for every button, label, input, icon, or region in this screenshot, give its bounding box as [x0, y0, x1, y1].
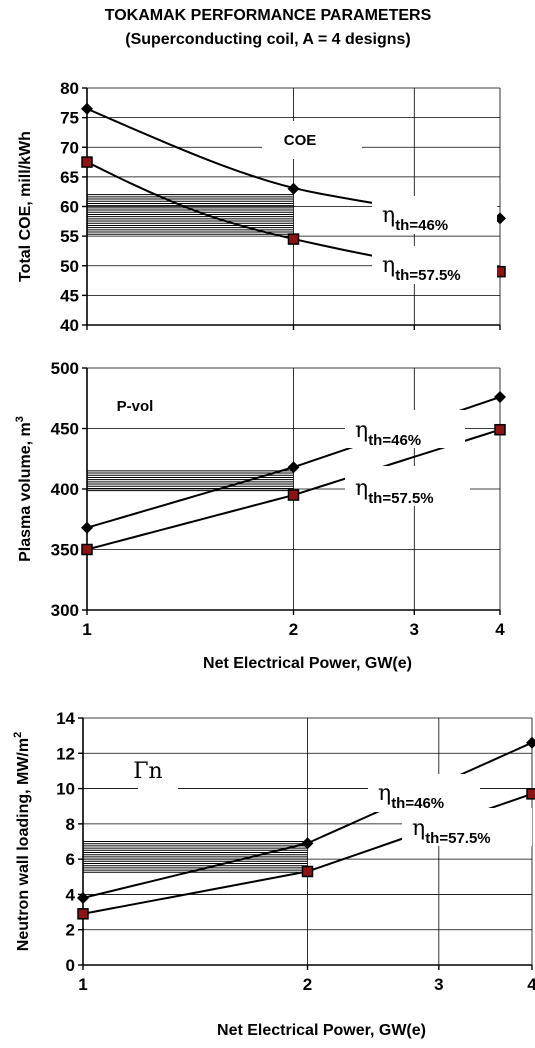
x-tick-label: 3 — [410, 620, 419, 639]
y-tick-label: 70 — [60, 138, 79, 157]
x-tick-label: 3 — [434, 975, 443, 994]
y-tick-label: 45 — [60, 286, 79, 305]
y-tick-label: 500 — [51, 359, 79, 378]
y-tick-label: 55 — [60, 227, 79, 246]
square-marker — [494, 423, 506, 436]
shaded-band — [87, 194, 294, 235]
diamond-marker — [287, 182, 300, 195]
series-label-1: ηth=46% — [382, 203, 448, 234]
eta-subscript: th=57.5% — [395, 267, 460, 284]
figure-title-line2: (Superconducting coil, A = 4 designs) — [125, 31, 411, 48]
eta-symbol: η — [355, 476, 368, 501]
x-axis-label: Net Electrical Power, GW(e) — [203, 655, 412, 672]
series-label-bg — [402, 808, 532, 846]
series-label-2: ηth=57.5% — [355, 476, 434, 507]
x-tick-label: 4 — [527, 975, 535, 994]
x-tick-label: 2 — [303, 975, 312, 994]
shaded-band — [87, 470, 294, 492]
eta-symbol: η — [412, 816, 425, 841]
y-tick-label: 350 — [51, 541, 79, 560]
y-axis-label: Plasma volume, m3 — [14, 416, 34, 562]
y-tick-label: 80 — [60, 79, 79, 98]
y-tick-label: 0 — [66, 956, 75, 975]
figure-title-line1: TOKAMAK PERFORMANCE PARAMETERS — [105, 7, 432, 24]
y-tick-label: 8 — [66, 815, 75, 834]
y-tick-label: 50 — [60, 257, 79, 276]
square-marker — [287, 233, 300, 245]
square-marker — [287, 489, 300, 501]
annotation-bg — [138, 754, 178, 792]
series-label-1: ηth=46% — [378, 781, 444, 812]
chart-panel-1: 404550556065707580COEηth=46%ηth=57.5%Tot… — [17, 79, 506, 335]
y-axis-label: Neutron wall loading, MW/m2 — [12, 732, 32, 951]
square-marker — [301, 865, 314, 878]
series-label-bg — [345, 466, 470, 506]
diamond-marker — [77, 891, 89, 904]
y-axis-label-superscript: 2 — [12, 732, 24, 738]
y-tick-label: 300 — [51, 601, 79, 620]
eta-symbol: η — [382, 203, 395, 228]
diamond-marker — [526, 736, 535, 749]
series-label-bg — [372, 246, 497, 284]
y-axis-label-text: Neutron wall loading, MW/m — [15, 738, 32, 951]
series-line-1 — [86, 107, 434, 214]
y-tick-label: 2 — [66, 921, 75, 940]
x-axis-label: Net Electrical Power, GW(e) — [217, 1022, 426, 1039]
y-tick-label: 14 — [56, 709, 75, 728]
panel-annotation: COE — [284, 132, 317, 149]
eta-subscript: th=57.5% — [368, 490, 433, 507]
y-axis-label: Total COE, mill/kWh — [17, 131, 34, 282]
diamond-marker — [301, 837, 314, 850]
y-tick-label: 40 — [60, 316, 79, 335]
y-tick-label: 75 — [60, 109, 79, 128]
series-label-bg — [345, 410, 465, 448]
eta-symbol: η — [378, 781, 391, 806]
square-marker — [526, 788, 535, 800]
eta-symbol: η — [382, 253, 395, 278]
panel-annotation: P-vol — [117, 398, 154, 415]
y-tick-label: 450 — [51, 420, 79, 439]
y-axis-label-text: Plasma volume, m — [17, 422, 34, 562]
eta-symbol: η — [355, 418, 368, 443]
eta-subscript: th=57.5% — [425, 830, 490, 847]
x-tick-label: 4 — [495, 620, 505, 639]
diamond-marker — [81, 102, 93, 115]
series-label-2: ηth=57.5% — [412, 816, 491, 847]
series-line-2 — [86, 161, 434, 267]
y-tick-label: 60 — [60, 198, 79, 217]
series-label-bg — [372, 196, 497, 234]
x-tick-label: 2 — [289, 620, 298, 639]
x-tick-label: 1 — [82, 620, 91, 639]
series-label-2: ηth=57.5% — [382, 253, 461, 284]
square-marker — [77, 908, 89, 920]
panels: 404550556065707580COEηth=46%ηth=57.5%Tot… — [12, 79, 535, 1039]
y-tick-label: 65 — [60, 168, 79, 187]
series-label-1: ηth=46% — [355, 418, 421, 449]
y-tick-label: 6 — [66, 850, 75, 869]
y-tick-label: 12 — [56, 744, 75, 763]
square-marker — [81, 156, 93, 168]
panel-annotation: Γn — [133, 759, 162, 784]
eta-subscript: th=46% — [391, 795, 444, 812]
eta-subscript: th=46% — [395, 217, 448, 234]
diamond-marker — [287, 461, 300, 474]
y-axis-label-superscript: 3 — [14, 416, 26, 422]
y-tick-label: 10 — [56, 780, 75, 799]
annotation-bg — [262, 121, 362, 159]
y-axis-label-text: Total COE, mill/kWh — [17, 131, 34, 282]
shaded-band — [83, 841, 308, 873]
x-tick-label: 1 — [78, 975, 87, 994]
y-tick-label: 4 — [66, 885, 76, 904]
square-marker — [81, 543, 93, 556]
eta-subscript: th=46% — [368, 432, 421, 449]
y-tick-label: 400 — [51, 480, 79, 499]
diamond-marker — [81, 521, 93, 534]
series-label-bg — [368, 774, 480, 812]
diamond-marker — [494, 391, 506, 404]
